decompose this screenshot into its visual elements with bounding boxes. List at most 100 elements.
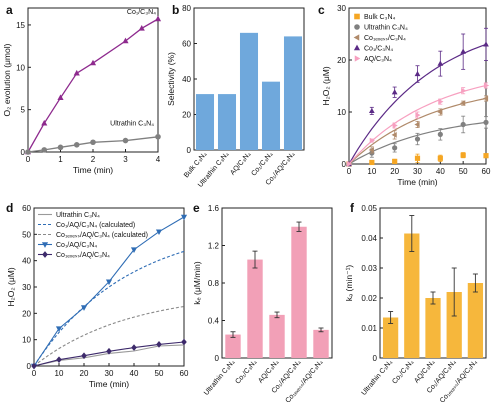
bar xyxy=(291,226,307,358)
y-tick-label: 40 xyxy=(22,257,31,266)
y-tick-label: 30 xyxy=(22,283,31,292)
series-3: Co₁/C₃N₄ xyxy=(346,27,489,167)
panel-label-b: b xyxy=(172,3,179,17)
bar xyxy=(247,259,263,358)
x-tick-label: 30 xyxy=(105,369,114,378)
bar xyxy=(195,94,215,150)
data-point xyxy=(31,362,37,370)
x-axis-label: Time (min) xyxy=(89,379,129,389)
bar xyxy=(261,81,281,150)
bar xyxy=(269,314,285,358)
chart-e: 0 0.4 0.8 1.2 1.6 kₑ (μM/min) Ultrathin C₃N₄Co… xyxy=(192,204,333,402)
bar xyxy=(382,317,399,358)
series-label: Co₁/C₃N₄ xyxy=(127,9,156,16)
data-point xyxy=(460,100,466,107)
y-axis-label: O₂ evolution (μmol) xyxy=(2,43,12,116)
data-point xyxy=(414,136,421,142)
y-tick-label: 1.2 xyxy=(208,242,220,251)
legend-swatch xyxy=(354,13,360,20)
data-point xyxy=(90,139,96,146)
data-point xyxy=(25,149,31,155)
data-point xyxy=(154,15,162,22)
category-label: Co₁ₑₓₑₛₛ/AQ/C₃N₄ xyxy=(439,359,479,402)
data-point xyxy=(483,119,489,125)
x-tick-label: 40 xyxy=(436,167,445,176)
y-tick-label: 40 xyxy=(182,75,191,84)
data-point xyxy=(391,132,397,138)
x-tick-label: 3 xyxy=(123,155,128,164)
legend-label: Bulk C₃N₄ xyxy=(364,14,396,21)
x-axis-label: Time (min) xyxy=(73,165,113,175)
panel-label-d: d xyxy=(6,201,13,215)
y-tick-label: 20 xyxy=(22,309,31,318)
y-tick-label: 0 xyxy=(373,354,378,363)
data-point xyxy=(460,48,467,54)
y-tick-label: 0 xyxy=(187,146,192,155)
panel-label-f: f xyxy=(350,201,355,215)
data-point xyxy=(156,341,162,348)
x-tick-label: 0 xyxy=(32,369,37,378)
series-line xyxy=(33,250,185,367)
data-point xyxy=(483,41,489,47)
y-tick-label: 0.4 xyxy=(208,317,220,326)
legend-label: Co₁ₑₓₑₛₛ/AQ/C₃N₄ xyxy=(56,252,110,259)
data-point xyxy=(155,133,161,140)
data-point xyxy=(56,356,62,364)
series-line xyxy=(33,305,185,367)
x-tick-label: 40 xyxy=(130,369,139,378)
legend-swatch xyxy=(42,251,48,258)
x-tick-label: 50 xyxy=(459,167,468,176)
plot-frame xyxy=(27,7,159,153)
y-tick-label: 0 xyxy=(342,160,347,169)
y-tick-label: 0.03 xyxy=(361,264,377,273)
bar xyxy=(283,36,303,150)
bar xyxy=(404,233,420,358)
legend-label: Co₁ₑₓₑₛₛ/AQ/C₃N₄ (calculated) xyxy=(56,232,148,239)
legend-swatch xyxy=(354,55,361,62)
legend-label: Co₁/AQ/C₃N₄ (calculated) xyxy=(56,222,135,229)
data-point xyxy=(106,347,112,355)
y-tick-label: 0.05 xyxy=(361,204,377,213)
y-axis-label: H₂O₂ (μM) xyxy=(6,267,16,307)
y-tick-label: 0 xyxy=(215,354,220,363)
y-axis-label: kₑ (μM/min) xyxy=(192,261,202,305)
data-point xyxy=(131,344,137,351)
legend-swatch xyxy=(41,242,49,248)
data-point xyxy=(105,279,113,286)
data-point xyxy=(460,152,466,158)
x-tick-label: 4 xyxy=(156,155,161,164)
x-tick-label: 50 xyxy=(155,369,164,378)
data-point xyxy=(437,131,443,137)
legend-label: Co₁/AQ/C₃N₄ xyxy=(56,242,97,249)
x-tick-label: 0 xyxy=(347,167,352,176)
data-point xyxy=(368,107,375,114)
data-point xyxy=(414,155,421,161)
series-1: Co₁/AQ/C₃N₄ (calculated) xyxy=(33,222,185,367)
bar xyxy=(225,334,241,358)
legend-swatch xyxy=(354,24,360,30)
series-0: Co₁/C₃N₄ xyxy=(24,9,162,155)
chart-a: 0 5 10 15 0 1 2 3 4 Time (min) O₂ evolution (μmol)… xyxy=(2,7,162,175)
y-tick-label: 50 xyxy=(22,230,31,239)
y-tick-label: 1.6 xyxy=(208,204,220,213)
y-tick-label: 80 xyxy=(182,4,191,13)
data-point xyxy=(155,229,163,236)
panel-label-a: a xyxy=(6,3,13,17)
y-axis-label: H₂O₂ (μM) xyxy=(321,66,331,106)
series-label: Ultrathin C₃N₄ xyxy=(110,121,154,128)
panel-label-e: e xyxy=(193,201,200,215)
data-point xyxy=(81,352,87,360)
x-tick-label: 20 xyxy=(80,369,89,378)
data-point xyxy=(414,121,420,128)
y-tick-label: 20 xyxy=(182,111,191,120)
legend-label: Ultrathin C₃N₄ xyxy=(364,25,408,32)
data-point xyxy=(122,37,129,44)
data-point xyxy=(41,119,48,126)
data-point xyxy=(346,161,353,167)
data-point xyxy=(391,89,398,95)
x-tick-label: 30 xyxy=(413,167,422,176)
y-tick-label: 0.04 xyxy=(361,234,377,243)
x-tick-label: 10 xyxy=(55,369,64,378)
